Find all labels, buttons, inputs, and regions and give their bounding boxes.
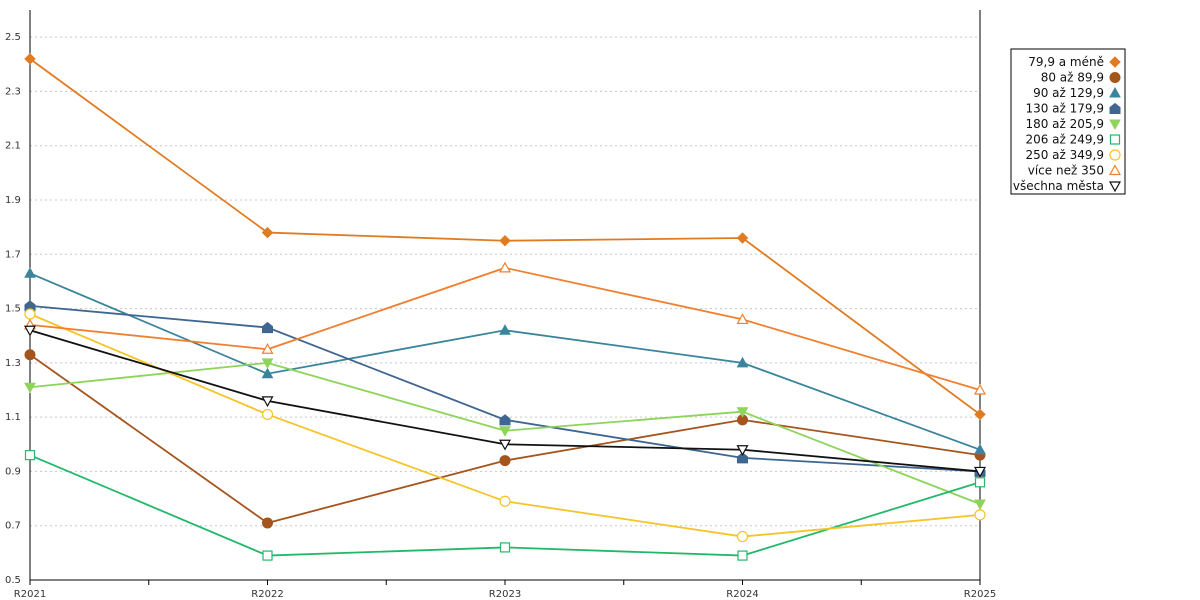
legend-label: 90 až 129,9 (1033, 86, 1104, 100)
series-0 (24, 53, 986, 421)
data-point (1109, 56, 1121, 68)
data-point (974, 408, 986, 421)
y-tick-label: 0.9 (5, 466, 21, 477)
y-tick-label: 2.5 (5, 32, 21, 43)
data-point (499, 414, 511, 426)
y-tick-label: 0.7 (5, 521, 21, 532)
data-point (262, 517, 273, 529)
x-tick-label: R2021 (14, 589, 46, 600)
data-point (24, 450, 36, 461)
data-point (736, 445, 749, 456)
data-point (261, 396, 274, 408)
data-point (261, 226, 274, 239)
axes (29, 10, 981, 581)
x-tick-label: R2025 (964, 589, 996, 600)
data-point (261, 408, 274, 421)
data-point (1109, 134, 1121, 145)
data-point (498, 439, 512, 451)
y-tick-label: 0.5 (5, 575, 21, 586)
data-point (498, 261, 512, 273)
y-tick-label: 1.1 (5, 412, 21, 423)
data-point (499, 455, 511, 467)
series-1 (24, 349, 986, 529)
legend-label: 79,9 a méně (1028, 55, 1104, 69)
data-point (1109, 72, 1121, 83)
series-4 (24, 358, 986, 511)
data-point (499, 324, 511, 335)
data-point (1109, 86, 1121, 98)
legend-label: 80 až 89,9 (1041, 71, 1104, 85)
data-point (736, 407, 749, 418)
data-point (23, 325, 37, 337)
legend-label: více než 350 (1028, 164, 1104, 178)
x-tick-label: R2024 (726, 589, 758, 600)
data-point (24, 308, 36, 320)
gridlines (30, 36, 980, 527)
legend-label: 130 až 179,9 (1025, 102, 1104, 116)
legend-label: všechna města (1013, 179, 1104, 193)
series-8 (23, 325, 987, 478)
data-point (737, 452, 748, 464)
data-point (499, 542, 511, 553)
data-point (974, 499, 986, 511)
data-point (24, 349, 36, 361)
y-tick-label: 1.3 (5, 358, 21, 369)
data-point (1108, 181, 1122, 193)
data-point (1109, 119, 1121, 131)
legend-label: 250 až 349,9 (1025, 148, 1104, 162)
data-point (24, 382, 36, 394)
y-tick-label: 2.3 (5, 86, 21, 97)
data-point (973, 383, 987, 395)
series-5 (24, 450, 986, 561)
series (23, 53, 987, 561)
data-point (974, 509, 986, 521)
data-point (1109, 102, 1121, 114)
data-point (737, 550, 748, 561)
data-point (262, 550, 273, 561)
legend: 79,9 a méně 80 až 89,990 až 129,9 130 až 1… (1010, 48, 1126, 195)
y-tick-label: 1.7 (5, 249, 21, 260)
data-point (736, 356, 749, 368)
data-point (499, 426, 511, 437)
data-point (973, 466, 987, 478)
data-point (24, 53, 36, 65)
data-point (261, 367, 274, 379)
data-point (499, 495, 511, 507)
legend-label: 180 až 205,9 (1025, 117, 1104, 131)
y-tick-label: 1.5 (5, 304, 21, 315)
x-tick-label: R2023 (489, 589, 521, 600)
y-tick-label: 2.1 (5, 141, 21, 152)
data-point (262, 321, 273, 334)
y-tick-label: 1.9 (5, 195, 21, 206)
series-3 (24, 300, 986, 477)
data-point (261, 358, 274, 369)
data-point (1108, 164, 1122, 176)
data-point (24, 267, 36, 278)
data-point (736, 530, 749, 543)
legend-label: 206 až 249,9 (1025, 133, 1104, 147)
data-point (736, 313, 749, 325)
series-2 (24, 267, 986, 455)
x-tick-labels: R2021 R2022 R2023 R2024 R2025 (14, 580, 996, 600)
data-point (499, 235, 511, 247)
legend-box (1010, 48, 1126, 195)
x-tick-label: R2022 (251, 589, 283, 600)
data-point (1109, 149, 1121, 161)
data-point (974, 443, 986, 455)
data-point (974, 477, 986, 488)
series-7 (23, 261, 987, 395)
y-tick-labels: 0.5 0.7 0.9 1.1 1.3 1.5 1.7 1.9 2.1 2.3 2.5 (5, 32, 21, 586)
data-point (736, 232, 749, 244)
data-point (261, 343, 274, 354)
series-6 (24, 308, 986, 543)
